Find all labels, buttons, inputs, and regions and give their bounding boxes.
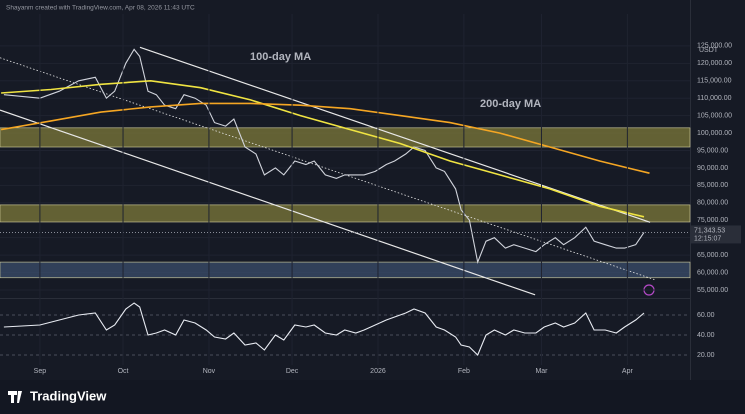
countdown: 12:15:07 — [694, 235, 721, 242]
series-line — [3, 48, 645, 265]
y-tick-label: 75,000.00 — [697, 217, 728, 224]
y-tick-label: 100,000.00 — [697, 130, 732, 137]
last-price-label: 71,343.53 — [694, 227, 725, 234]
logo-icon — [8, 391, 22, 403]
header: Shayanm created with TradingView.com, Ap… — [6, 5, 195, 12]
zone — [0, 261, 691, 279]
y-tick-label: 60.00 — [697, 312, 715, 319]
x-tick-label: Feb — [458, 368, 470, 375]
currency: USDT — [699, 47, 719, 54]
y-tick-label: 120,000.00 — [697, 60, 732, 67]
y-tick-label: 125,000.00 — [697, 43, 732, 50]
ma-annotation: 200-day MA — [480, 98, 541, 110]
x-tick-label: Apr — [622, 368, 634, 375]
last-price-tag — [691, 225, 741, 244]
y-tick-label: 90,000.00 — [697, 165, 728, 172]
x-tick-label: Oct — [118, 368, 129, 375]
y-tick-label: 55,000.00 — [697, 287, 728, 294]
zone — [0, 204, 691, 223]
y-tick-label: 110,000.00 — [697, 95, 732, 102]
footer — [0, 380, 745, 414]
y-tick-label: 85,000.00 — [697, 182, 728, 189]
y-tick-label: 95,000.00 — [697, 147, 728, 154]
series-line — [3, 302, 645, 356]
y-tick-label: 40.00 — [697, 332, 715, 339]
trendline — [139, 46, 651, 223]
trendline — [0, 109, 536, 296]
y-tick-label: 105,000.00 — [697, 112, 732, 119]
y-tick-label: 65,000.00 — [697, 252, 728, 259]
x-tick-label: Mar — [535, 368, 548, 375]
x-tick-label: 2026 — [370, 368, 386, 375]
zone — [0, 127, 691, 148]
ma-annotation: 100-day MA — [250, 51, 311, 63]
y-tick-label: 60,000.00 — [697, 269, 728, 276]
x-tick-label: Nov — [203, 368, 216, 375]
y-tick-label: 20.00 — [697, 352, 715, 359]
y-tick-label: 80,000.00 — [697, 200, 728, 207]
logo: TradingView — [30, 388, 107, 403]
x-tick-label: Sep — [34, 368, 47, 375]
x-tick-label: Dec — [286, 368, 299, 375]
y-tick-label: 115,000.00 — [697, 78, 732, 85]
